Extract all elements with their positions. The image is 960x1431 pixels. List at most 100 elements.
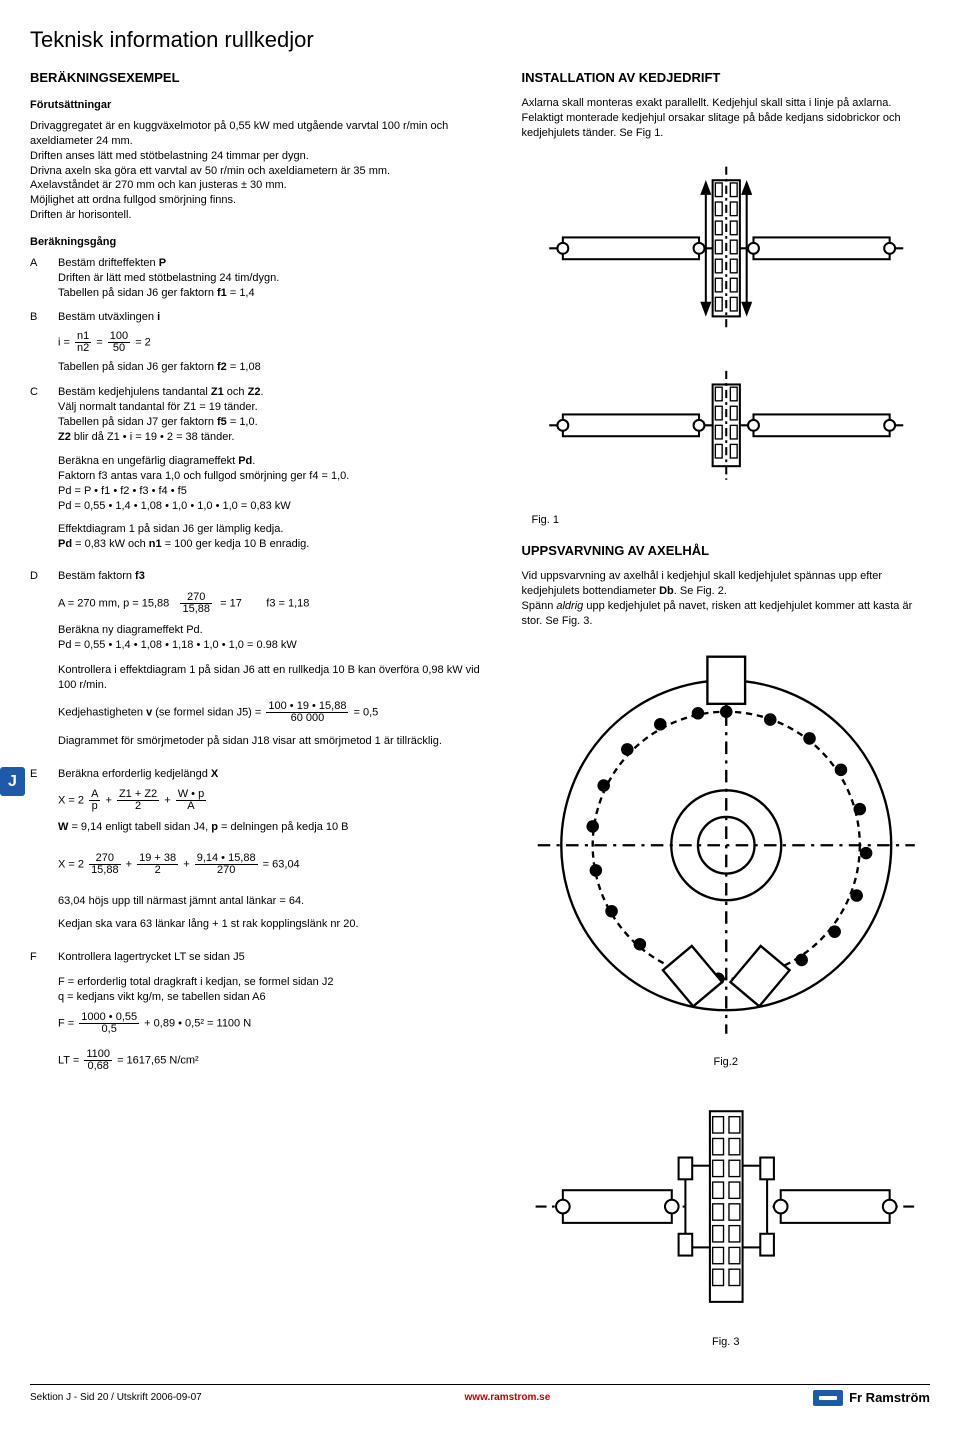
e-plus2: + <box>164 795 173 807</box>
e-l4: Kedjan ska vara 63 länkar lång + 1 st ra… <box>58 917 482 932</box>
fig3-diagram <box>522 1084 931 1329</box>
step-E: J E Beräkna erforderlig kedjelängd X X =… <box>30 767 482 940</box>
e-f1d: p <box>89 801 100 812</box>
e-eq1: X = 2 Ap + Z1 + Z22 + W • pA <box>58 789 482 812</box>
f-eq2: LT = 11000,68 = 1617,65 N/cm² <box>58 1049 482 1072</box>
fig1-diagram <box>522 153 931 507</box>
e-l2b: = 9,14 enligt tabell sidan J4, <box>68 821 211 833</box>
c-z1: Z1 <box>211 386 224 398</box>
step-E-key: E <box>30 767 44 940</box>
footer-url: www.ramstrom.se <box>465 1391 551 1405</box>
footer-brand: Fr Ramström <box>813 1389 930 1407</box>
f-eq1pre: F = <box>58 1018 77 1030</box>
e-g2d: 2 <box>137 865 178 876</box>
d-l6: Diagrammet för smörjmetoder på sidan J18… <box>58 734 482 749</box>
f-eq2suf: = 1617,65 N/cm² <box>117 1055 199 1067</box>
step-C-title: Bestäm kedjehjulens tandantal <box>58 386 211 398</box>
page-footer: Sektion J - Sid 20 / Utskrift 2006-09-07… <box>30 1384 930 1407</box>
d-l2: Beräkna ny diagrameffekt Pd. <box>58 624 203 636</box>
e-g1d: 15,88 <box>89 865 121 876</box>
fig2-caption: Fig.2 <box>522 1055 931 1070</box>
r-p2b: Db <box>659 585 674 597</box>
step-B-title: Bestäm utväxlingen <box>58 311 157 323</box>
e-plus4: + <box>183 859 192 871</box>
step-A-l2b: f1 <box>217 287 227 299</box>
section-heading-install: INSTALLATION AV KEDJEDRIFT <box>522 69 931 87</box>
e-f2d: 2 <box>117 801 159 812</box>
c-p3b: Pd <box>58 538 72 550</box>
install-text: Axlarna skall monteras exakt parallellt.… <box>522 96 931 141</box>
r-p2c: . Se Fig. 2. <box>674 585 727 597</box>
step-A-title: Bestäm drifteffekten <box>58 257 159 269</box>
c-p3l2: = 0,83 kW och <box>72 538 149 550</box>
step-A-key: A <box>30 256 44 301</box>
step-C: C Bestäm kedjehjulens tandantal Z1 och Z… <box>30 385 482 559</box>
e-eqpre: X = 2 <box>58 795 84 807</box>
step-A-l2a: Tabellen på sidan J6 ger faktorn <box>58 287 217 299</box>
d-l1a: A = 270 mm, p = 15,88 <box>58 598 169 610</box>
d-l1b: = 17 f3 = 1,18 <box>220 598 309 610</box>
d-fr-d: 15,88 <box>180 604 212 615</box>
c-p2l1: Faktorn f3 antas vara 1,0 och fullgod sm… <box>58 470 349 482</box>
d-l5a: Kedjehastigheten <box>58 706 146 718</box>
step-D: D Bestäm faktorn f3 A = 270 mm, p = 15,8… <box>30 569 482 756</box>
step-D-key: D <box>30 569 44 756</box>
e-eq2pre: X = 2 <box>58 859 84 871</box>
eq-suf: = 2 <box>135 337 151 349</box>
fig2-diagram <box>522 641 931 1050</box>
footer-left: Sektion J - Sid 20 / Utskrift 2006-09-07 <box>30 1391 202 1405</box>
step-B: B Bestäm utväxlingen i i = n1n2 = 10050 … <box>30 310 482 375</box>
step-A: A Bestäm drifteffekten P Driften är lätt… <box>30 256 482 301</box>
r-p2e: aldrig <box>556 600 583 612</box>
f-l1: F = erforderlig total dragkraft i kedjan… <box>58 976 333 988</box>
e-eq2suf: = 63,04 <box>263 859 300 871</box>
d-fr2n: 100 • 19 • 15,88 <box>266 701 348 713</box>
d-fr2d: 60 000 <box>266 713 348 724</box>
section-tab-j: J <box>0 767 25 797</box>
f-eq2pre: LT = <box>58 1055 82 1067</box>
d-b1: f3 <box>135 570 145 582</box>
c-l2c: = 1,0. <box>227 416 258 428</box>
e-g3d: 270 <box>195 865 258 876</box>
section-heading: BERÄKNINGSEXEMPEL <box>30 69 482 87</box>
fig3-caption: Fig. 3 <box>522 1335 931 1350</box>
step-A-var: P <box>159 257 166 269</box>
section-heading-uppsvarv: UPPSVARVNING AV AXELHÅL <box>522 542 931 560</box>
c-l2b: f5 <box>217 416 227 428</box>
step-B-key: B <box>30 310 44 375</box>
c-l1: Välj normalt tandantal för Z1 = 19 tände… <box>58 401 258 413</box>
d-l5c: (se formel sidan J5) = <box>152 706 264 718</box>
c-p2b: Pd <box>238 455 252 467</box>
e-f3d: A <box>176 801 206 812</box>
c-l3a: Z2 <box>58 431 71 443</box>
d-l4: Kontrollera i effektdiagram 1 på sidan J… <box>58 663 482 693</box>
brand-name: Fr Ramström <box>849 1389 930 1407</box>
c-p3l1: Effektdiagram 1 på sidan J6 ger lämplig … <box>58 523 283 535</box>
c-mid: och <box>224 386 248 398</box>
f-h2d: 0,68 <box>84 1061 112 1072</box>
d-t1: Bestäm faktorn <box>58 570 135 582</box>
d-l5d: = 0,5 <box>354 706 379 718</box>
e-l2a: W <box>58 821 68 833</box>
r-p2d: Spänn <box>522 600 557 612</box>
page-title: Teknisk information rullkedjor <box>30 25 930 55</box>
e-eq2: X = 2 27015,88 + 19 + 382 + 9,14 • 15,88… <box>58 853 482 876</box>
fig1-caption: Fig. 1 <box>532 513 931 528</box>
step-C-key: C <box>30 385 44 559</box>
uppsvarv-text: Vid uppsvarvning av axelhål i kedjehjul … <box>522 569 931 628</box>
c-p2l2: Pd = P • f1 • f2 • f3 • f4 • f5 <box>58 485 187 497</box>
e-t1: Beräkna erforderlig kedjelängd <box>58 768 211 780</box>
step-B-l2c: = 1,08 <box>227 361 261 373</box>
step-B-var: i <box>157 311 160 323</box>
d-eq2: Kedjehastigheten v (se formel sidan J5) … <box>58 701 482 724</box>
brand-logo-icon <box>813 1390 843 1406</box>
c-p3b2: n1 <box>149 538 162 550</box>
f-eq1suf: + 0,89 • 0,5² = 1100 N <box>144 1018 251 1030</box>
left-column: BERÄKNINGSEXEMPEL Förutsättningar Drivag… <box>30 61 482 1364</box>
eq-pre: i = <box>58 337 73 349</box>
step-B-l2b: f2 <box>217 361 227 373</box>
subheading-berakningsgang: Beräkningsgång <box>30 235 482 250</box>
f-eq1: F = 1000 • 0,550,5 + 0,89 • 0,5² = 1100 … <box>58 1012 482 1035</box>
c-p2l3: Pd = 0,55 • 1,4 • 1,08 • 1,0 • 1,0 • 1,0… <box>58 500 291 512</box>
c-p2a: Beräkna en ungefärlig diagrameffekt <box>58 455 238 467</box>
